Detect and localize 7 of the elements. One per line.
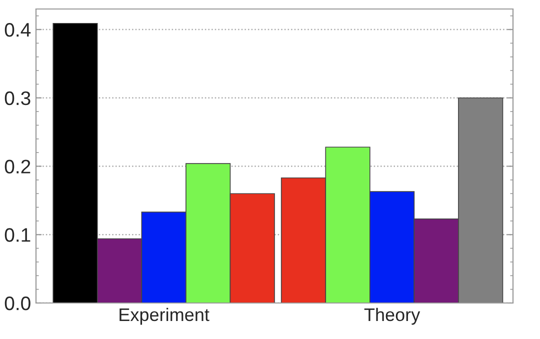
y-tick-label: 0.4: [4, 22, 31, 37]
y-tick-label: 0.2: [4, 160, 30, 174]
y-tick-label: 0.0: [4, 296, 30, 310]
y-tick-label: 0.3: [4, 91, 30, 106]
x-tick-label: Theory: [364, 308, 420, 325]
x-tick-label: Experiment: [120, 308, 210, 325]
y-tick-label: 0.1: [4, 228, 30, 242]
